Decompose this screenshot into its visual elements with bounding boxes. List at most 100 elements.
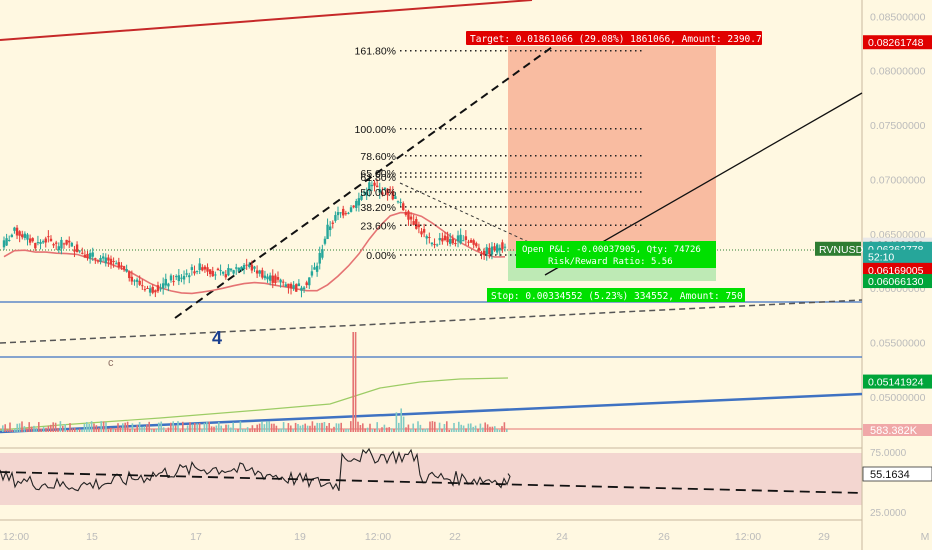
volume-bar: [309, 425, 311, 432]
candle-body: [391, 190, 394, 200]
candle-body: [146, 287, 149, 289]
volume-bar: [86, 422, 88, 432]
volume-bar: [42, 426, 45, 432]
volume-bar: [366, 427, 369, 432]
fibonacci-retracement[interactable]: 161.80% 100.00% 78.60% 65.00%61.80% 50.00% 38…: [355, 46, 645, 262]
rsi-line: [0, 447, 511, 492]
candle-body: [360, 195, 363, 200]
fib-level-label: 78.60%: [360, 151, 396, 163]
time-axis[interactable]: 12:00 15 17 19 12:00 22 24 26 12:00 29 M: [3, 531, 930, 543]
candle-body: [394, 196, 397, 199]
target-label-box[interactable]: [466, 31, 762, 45]
candle-body: [190, 267, 194, 270]
rsi-value-box: [862, 466, 932, 482]
volume-bar: [261, 421, 263, 432]
candle-body: [482, 250, 486, 256]
candle-body: [54, 242, 58, 244]
price-tick: 0.08000000: [870, 66, 926, 78]
volume-bar: [436, 429, 438, 432]
volume-bar: [184, 428, 186, 432]
candle-body: [117, 262, 121, 268]
volume-bar: [88, 423, 90, 432]
volume-bar: [426, 428, 429, 432]
volume-bar: [110, 427, 112, 432]
volume-bar: [474, 425, 477, 432]
candle-body: [250, 264, 254, 271]
time-tick: 12:00: [365, 531, 391, 543]
candle-body: [409, 216, 413, 220]
candle-body: [443, 235, 447, 240]
pnl-box[interactable]: [516, 241, 716, 268]
volume-bar: [369, 423, 371, 432]
volume-bar: [410, 428, 412, 432]
volume-bar: [345, 428, 347, 432]
stop-label-box[interactable]: [487, 288, 745, 302]
price-badge: 0.05141924: [868, 377, 924, 389]
candle-body: [177, 275, 181, 282]
volume-bar: [441, 429, 443, 432]
trend-line-small-dashed[interactable]: [399, 182, 536, 246]
volume-bar: [47, 425, 50, 432]
candle-body: [28, 238, 32, 243]
volume-bar: [98, 427, 100, 432]
volume-bar: [177, 421, 179, 432]
fib-level-label: 61.80%: [360, 172, 396, 184]
target-zone[interactable]: [508, 46, 716, 251]
candle-body: [68, 240, 71, 243]
volume-bar: [83, 423, 86, 432]
volume-bar: [155, 429, 158, 432]
candle-body: [412, 221, 415, 225]
rsi-tick-25: 25.0000: [870, 508, 907, 519]
volume-bar: [254, 428, 256, 432]
candle-body: [362, 191, 366, 193]
volume-bar: [227, 424, 230, 432]
candle-body: [305, 282, 308, 286]
volume-bar: [323, 422, 326, 432]
candle-body: [469, 239, 473, 243]
candle-body: [26, 234, 29, 240]
volume-bar: [40, 428, 42, 432]
candle-body: [438, 238, 441, 241]
volume-badge-box: [863, 424, 932, 436]
candle-body: [302, 287, 306, 290]
volume-bar: [249, 428, 251, 432]
candle-body: [245, 264, 248, 266]
volume-bar: [256, 424, 258, 432]
volume-bar: [398, 422, 400, 432]
candle-body: [383, 187, 387, 190]
candle-body: [357, 198, 361, 206]
price-axis[interactable]: 0.08500000 0.08000000 0.07500000 0.07000000…: [870, 11, 926, 404]
volume-bar: [153, 428, 155, 432]
candle-body: [425, 236, 428, 239]
candle-body: [133, 280, 136, 282]
candle-body: [10, 234, 14, 238]
volume-bar: [76, 429, 78, 432]
trend-line-top[interactable]: [0, 0, 533, 41]
fib-level-label: 65.00%: [360, 168, 396, 180]
candle-body: [347, 212, 350, 214]
trend-line-dashed-grey[interactable]: [0, 299, 863, 344]
volume-bar: [150, 429, 153, 432]
volume-bar: [81, 429, 83, 432]
volume-bar: [381, 427, 383, 432]
candle-body: [128, 271, 131, 279]
candle-body: [122, 266, 126, 270]
candle-body: [477, 247, 481, 251]
candle-body: [21, 234, 24, 238]
fib-level-label: 38.20%: [360, 202, 396, 214]
candle-body: [321, 249, 324, 258]
candle-body: [279, 279, 282, 283]
price-badge-box: [863, 274, 932, 289]
trend-line-blue[interactable]: [0, 392, 863, 434]
candle-body: [289, 283, 293, 289]
candle-body: [148, 288, 152, 293]
volume-bar: [263, 424, 266, 432]
candle-body: [39, 242, 42, 244]
candle-body: [120, 265, 123, 268]
volume-bar: [266, 421, 268, 432]
candle-body: [36, 242, 40, 244]
candle-body: [224, 274, 227, 278]
volume-bar: [316, 422, 318, 432]
volume-bar: [460, 424, 462, 432]
